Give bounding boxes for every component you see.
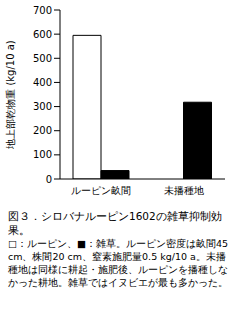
svg-text:ルーピン畝間: ルーピン畝間 <box>71 185 131 196</box>
svg-text:未播種地: 未播種地 <box>164 185 204 196</box>
svg-text:0: 0 <box>46 174 52 185</box>
svg-text:200: 200 <box>33 125 52 136</box>
svg-text:600: 600 <box>33 29 52 40</box>
svg-text:500: 500 <box>33 53 52 64</box>
svg-text:地上部乾物重 (kg/10 a): 地上部乾物重 (kg/10 a) <box>8 40 16 150</box>
svg-text:100: 100 <box>33 149 52 160</box>
svg-text:400: 400 <box>33 77 52 88</box>
html-text:図３．シロバナルーピン1602の雑草抑制効果。: 図３．シロバナルーピン1602の雑草抑制効果。 <box>8 210 222 236</box>
html-text:□：ルーピン、■：雑草。ルーピン密度は畝間45 cm、株間2: □：ルーピン、■：雑草。ルーピン密度は畝間45 cm、株間20 cm、窒素施肥量… <box>8 238 228 288</box>
svg-text:700: 700 <box>33 5 52 16</box>
svg-text:300: 300 <box>33 101 52 112</box>
